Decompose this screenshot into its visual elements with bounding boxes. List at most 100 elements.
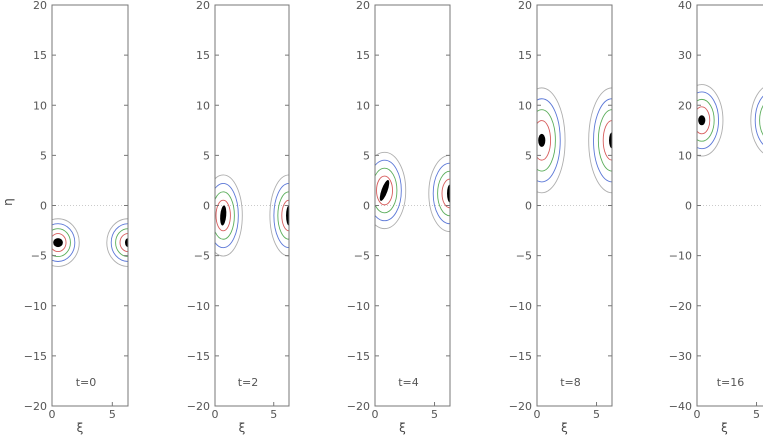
- y-tick-label: −5: [194, 250, 210, 263]
- y-tick-label: 10: [356, 99, 370, 112]
- contour-line: [537, 120, 552, 161]
- y-tick-label: −10: [669, 250, 692, 263]
- contour-line: [52, 218, 80, 267]
- y-tick-label: 0: [685, 200, 692, 213]
- y-tick-label: −5: [354, 250, 370, 263]
- y-tick-label: −30: [669, 350, 692, 363]
- y-tick-label: 10: [678, 149, 692, 162]
- contour-line: [750, 87, 763, 154]
- vortex-core: [698, 115, 706, 126]
- panel-5: −40 −30 −20 −10 0 10 20 30 40 0 5 t=16 ξ: [669, 0, 763, 435]
- x-tick-label: 5: [109, 408, 116, 421]
- contour-line: [215, 182, 239, 249]
- x-tick-label: 5: [753, 408, 760, 421]
- y-tick-label: 15: [518, 49, 532, 62]
- vortex-core: [538, 133, 546, 147]
- contour-line: [759, 105, 763, 136]
- vortex-core: [125, 238, 128, 248]
- x-axis-title: ξ: [239, 421, 246, 435]
- contour-group: [52, 218, 128, 267]
- y-tick-label: 0: [525, 200, 532, 213]
- vortex-core: [447, 184, 450, 203]
- y-tick-label: −10: [187, 300, 210, 313]
- contour-line: [269, 174, 289, 257]
- y-tick-label: 20: [356, 0, 370, 12]
- contour-line: [537, 109, 556, 172]
- panel-4: −20 −15 −10 −5 0 5 10 15 20 0 5 t=8 ξ: [509, 0, 613, 435]
- y-tick-label: 5: [363, 149, 370, 162]
- contour-group: [375, 151, 450, 233]
- contour-line: [375, 159, 402, 222]
- panel-2: −20 −15 −10 −5 0 5 10 15 20 0 5 t=2 ξ: [187, 0, 290, 435]
- contour-line: [537, 87, 566, 194]
- x-tick-label: 0: [372, 408, 379, 421]
- panel-time-label: t=2: [238, 376, 259, 389]
- y-tick-label: −40: [669, 400, 692, 413]
- vortex-core: [53, 238, 63, 248]
- y-tick-label: −20: [347, 400, 370, 413]
- y-tick-label: −5: [516, 250, 532, 263]
- contour-line: [697, 98, 715, 142]
- contour-line: [602, 120, 612, 161]
- x-tick-label: 0: [49, 408, 56, 421]
- contour-line: [375, 151, 407, 230]
- y-tick-label: −15: [187, 350, 210, 363]
- y-tick-label: −20: [509, 400, 532, 413]
- contour-line: [697, 106, 711, 135]
- y-tick-label: 0: [363, 200, 370, 213]
- y-tick-label: 30: [678, 49, 692, 62]
- y-tick-label: 10: [33, 99, 47, 112]
- contour-line: [119, 233, 128, 253]
- panel-3: −20 −15 −10 −5 0 5 10 15 20 0 5 t=4 ξ: [347, 0, 451, 435]
- panel-time-label: t=16: [717, 376, 745, 389]
- y-tick-label: 40: [678, 0, 692, 12]
- contour-line: [52, 228, 71, 257]
- x-tick-label: 0: [694, 408, 701, 421]
- vortex-core: [220, 205, 227, 226]
- y-tick-label: −10: [509, 300, 532, 313]
- y-tick-label: −5: [31, 250, 47, 263]
- panel-time-label: t=0: [76, 376, 97, 389]
- contour-line: [437, 170, 450, 217]
- contour-group: [215, 174, 289, 257]
- x-axis-title: ξ: [399, 421, 406, 435]
- panel-time-label: t=8: [560, 376, 581, 389]
- contour-line: [215, 191, 235, 240]
- y-tick-label: 15: [33, 49, 47, 62]
- y-tick-label: 20: [33, 0, 47, 12]
- x-tick-label: 5: [593, 408, 600, 421]
- y-tick-label: 0: [40, 200, 47, 213]
- y-tick-label: −20: [24, 400, 47, 413]
- x-tick-label: 5: [270, 408, 277, 421]
- y-tick-label: 20: [518, 0, 532, 12]
- x-axis-title: ξ: [721, 421, 728, 435]
- contour-line: [376, 175, 393, 206]
- contour-line: [593, 98, 612, 183]
- y-tick-label: 5: [525, 149, 532, 162]
- y-tick-label: 20: [678, 99, 692, 112]
- contour-line: [441, 178, 450, 209]
- y-tick-label: 5: [40, 149, 47, 162]
- contour-line: [52, 233, 67, 253]
- contour-group: [537, 87, 612, 194]
- contour-line: [215, 199, 231, 232]
- contour-line: [52, 223, 76, 262]
- contour-line: [215, 174, 243, 257]
- contour-line: [273, 182, 289, 249]
- y-tick-label: 10: [518, 99, 532, 112]
- x-axis-title: ξ: [561, 421, 568, 435]
- x-axis-title: ξ: [77, 421, 84, 435]
- y-tick-label: 0: [203, 200, 210, 213]
- contour-line: [432, 162, 450, 225]
- y-tick-label: 20: [196, 0, 210, 12]
- contour-line: [754, 95, 763, 145]
- contour-line: [697, 84, 724, 157]
- y-tick-label: 10: [196, 99, 210, 112]
- y-tick-label: −15: [509, 350, 532, 363]
- panel-1: −20 −15 −10 −5 0 5 10 15 20 0 5 t=0 ξ: [24, 0, 129, 435]
- contour-group: [697, 84, 763, 157]
- y-tick-label: −15: [347, 350, 370, 363]
- x-tick-label: 5: [431, 408, 438, 421]
- contour-line: [697, 91, 720, 150]
- contour-line: [537, 98, 561, 183]
